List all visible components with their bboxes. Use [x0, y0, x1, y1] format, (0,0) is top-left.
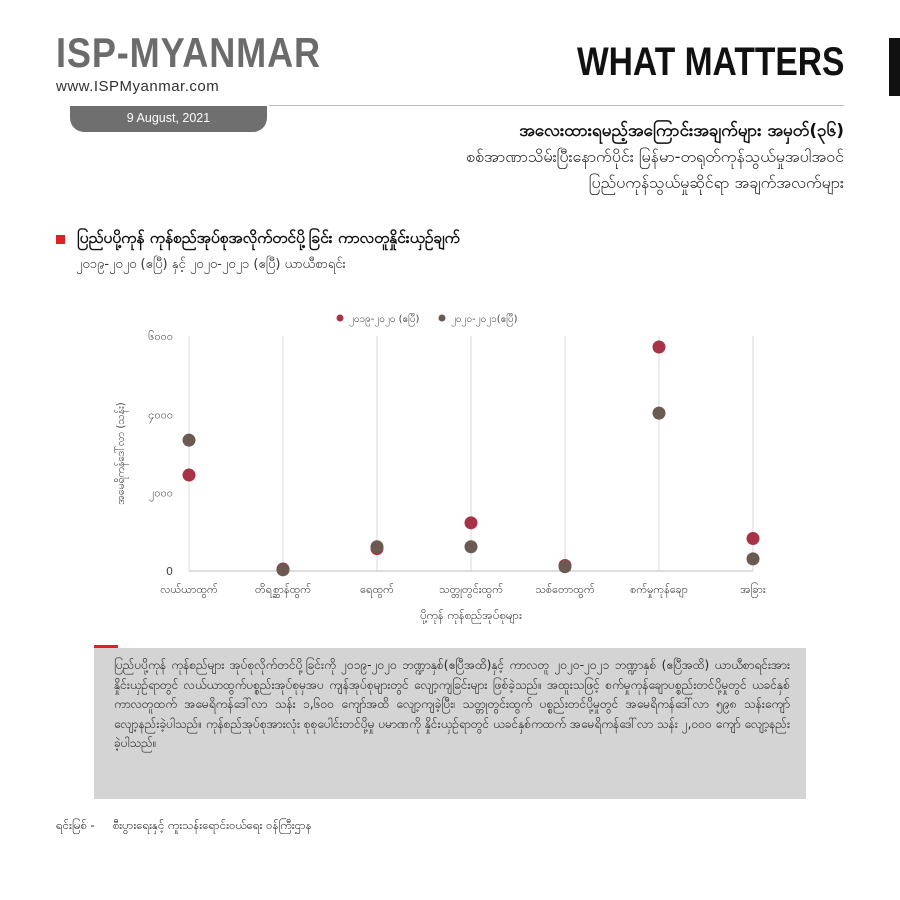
description-box: ပြည်ပပို့ကုန် ကုန်စည်များ အုပ်စုလိုက်တင်… [94, 648, 806, 799]
page-title: အလေးထားရမည့်အကြောင်းအချက်များ အမှတ်(၃၆) … [284, 118, 844, 196]
corner-accent-bar [889, 38, 900, 96]
description-accent-bar [94, 645, 118, 648]
data-point-series-1 [652, 340, 666, 354]
y-axis-title: အမေရိကန်ဒေါ်လာ (သန်း) [114, 402, 129, 505]
y-tick-label: ၄၀၀၀ [148, 408, 173, 423]
y-tick-label: ၆၀၀၀ [148, 330, 173, 343]
data-point-series-2 [464, 540, 478, 554]
x-axis-title: ပို့ကုန် ကုန်စည်အုပ်စုများ [420, 608, 522, 624]
data-point-series-2 [652, 406, 666, 420]
source-note: ရင်းမြစ် - စီးပွားရေးနှင့် ကူးသန်းရောင်း… [56, 818, 312, 835]
x-tick-label: ရေထွက် [360, 583, 394, 598]
date-badge: 9 August, 2021 [70, 106, 267, 132]
data-point-series-2 [276, 563, 290, 577]
x-tick-label: သတ္တုတွင်းထွက် [439, 583, 503, 598]
brand-logo-text: ISP-MYANMAR [56, 29, 322, 76]
brand-block: ISP-MYANMAR www.ISPMyanmar.com [56, 29, 364, 96]
data-point-series-2 [182, 433, 196, 447]
what-matters-tagline: WHAT MATTERS [576, 40, 844, 84]
brand-url[interactable]: www.ISPMyanmar.com [56, 78, 220, 95]
x-tick-label: လယ်ယာထွက် [160, 583, 218, 598]
x-tick-label: သစ်တောထွက် [535, 583, 595, 598]
x-tick-label: တိရစ္ဆာန်ထွက် [255, 583, 311, 598]
section-title: ပြည်ပပို့ကုန် ကုန်စည်အုပ်စုအလိုက်တင်ပို့… [77, 229, 460, 247]
data-point-series-1 [464, 516, 478, 530]
data-point-series-2 [746, 552, 760, 566]
y-tick-label: ၂၀၀၀ [149, 487, 173, 502]
scatter-chart: ၂၀၁၉-၂၀၂၀ (ဧပြီ) ၂၀၂၀-၂၀၂၁(ဧပြီ) 0 ၂၀၀၀ ၄၀၀၀… [114, 311, 766, 624]
title-line-1: အလေးထားရမည့်အကြောင်းအချက်များ အမှတ်(၃၆) [519, 121, 844, 141]
legend-marker-2 [438, 314, 446, 322]
y-tick-label: 0 [166, 565, 173, 578]
source-label: ရင်းမြစ် - [56, 818, 95, 832]
data-point-series-2 [370, 540, 384, 554]
title-line-2: စစ်အာဏာသိမ်းပြီးနောက်ပိုင်း မြန်မာ-တရုတ်… [465, 147, 844, 166]
section-subtitle: ၂၀၁၉-၂၀၂၀ (ဧပြီ) နှင့် ၂၀၂၀-၂၀၂၁ (ဧပြီ) … [76, 257, 346, 272]
x-tick-label: စက်မှုကုန်ချော [630, 583, 688, 598]
section-heading: ပြည်ပပို့ကုန် ကုန်စည်အုပ်စုအလိုက်တင်ပို့… [56, 228, 460, 251]
title-line-3: ပြည်ပကုန်သွယ်မှုဆိုင်ရာ အချက်အလက်များ [588, 173, 844, 192]
description-text: ပြည်ပပို့ကုန် ကုန်စည်များ အုပ်စုလိုက်တင်… [114, 658, 790, 750]
legend-label-2: ၂၀၂၀-၂၀၂၁(ဧပြီ) [451, 311, 518, 327]
data-point-series-1 [746, 531, 760, 545]
red-bullet-icon [56, 235, 65, 244]
data-point-series-1 [182, 468, 196, 482]
source-text: စီးပွားရေးနှင့် ကူးသန်းရောင်းဝယ်ရေး ဝန်က… [112, 818, 312, 832]
header-divider [269, 105, 844, 106]
data-point-series-2 [558, 560, 572, 574]
legend-label-1: ၂၀၁၉-၂၀၂၀ (ဧပြီ) [349, 311, 420, 327]
legend-marker-1 [336, 314, 344, 322]
x-tick-label: အခြား [740, 582, 766, 598]
